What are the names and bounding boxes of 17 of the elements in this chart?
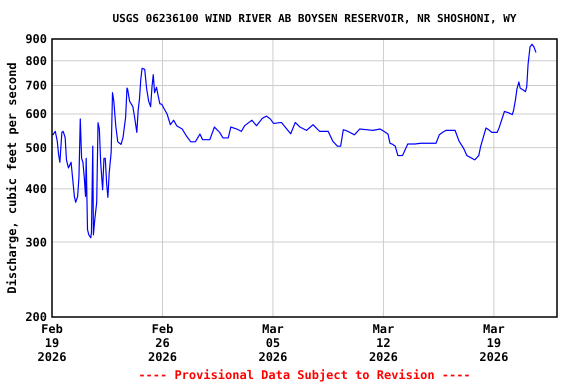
x-tick-label: Feb 26 2026 bbox=[148, 322, 177, 364]
y-tick-label: 800 bbox=[25, 54, 47, 68]
y-tick-label: 500 bbox=[25, 140, 47, 155]
chart-title: USGS 06236100 WIND RIVER AB BOYSEN RESERVOIR, NR SHOSHONI, WY bbox=[112, 12, 517, 25]
x-tick-label: Feb 19 2026 bbox=[38, 322, 66, 364]
text: ---- Provisional Data Subject to Revision ---- bbox=[138, 368, 471, 382]
x-tick-label: Mar 12 2026 bbox=[368, 322, 398, 364]
line-series bbox=[52, 44, 537, 238]
y-tick-label: 700 bbox=[25, 78, 47, 93]
y-tick-label: 200 bbox=[25, 310, 47, 324]
x-tick-label: Mar 19 2026 bbox=[479, 322, 508, 364]
y-tick-label: 600 bbox=[25, 107, 47, 122]
y-tick-label: 300 bbox=[25, 235, 47, 250]
y-axis-title: Discharge, cubic feet per second bbox=[5, 62, 19, 294]
y-tick-label: 400 bbox=[25, 182, 47, 196]
x-tick-label: Mar 05 2026 bbox=[258, 322, 288, 364]
y-tick-label: 900 bbox=[25, 32, 47, 46]
